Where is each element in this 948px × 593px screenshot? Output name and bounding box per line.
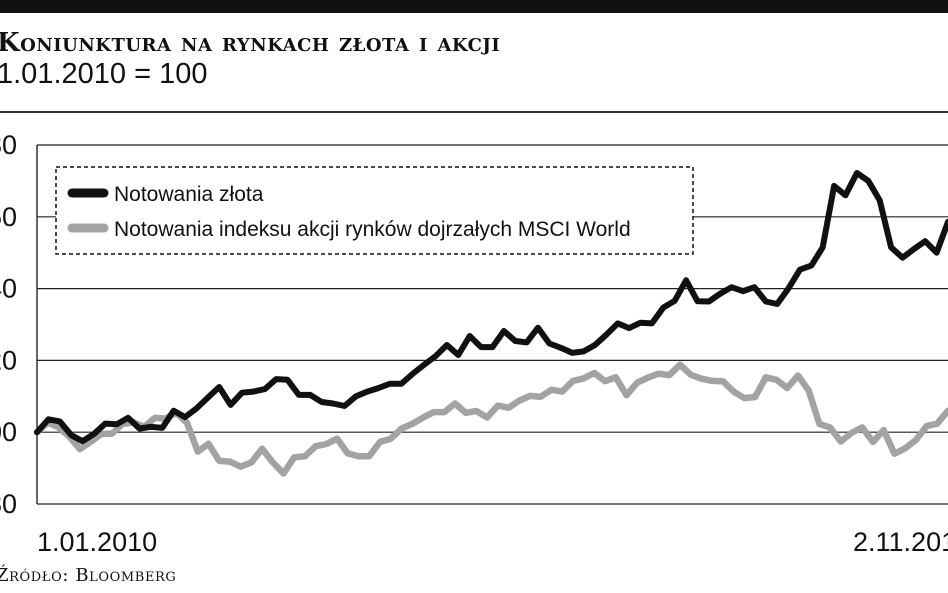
x-tick-label-1: 2.11.2010 [853,527,948,557]
y-tick-labels: 80 100 120 140 160 180 [0,130,17,519]
chart-subtitle: 1.01.2010 = 100 [0,58,208,90]
legend: Notowania złota Notowania indeksu akcji … [55,166,694,255]
series-line-msci [33,361,948,477]
y-tick-label-140: 140 [0,274,17,304]
chart-svg: 80 100 120 140 160 180 1.01.2010 2.11.2010 Not… [0,130,948,557]
y-tick-label-100: 100 [0,417,17,447]
legend-label-gold: Notowania złota [114,183,264,206]
legend-label-msci: Notowania indeksu akcji rynków dojrzałyc… [114,218,631,241]
header-divider [0,111,948,113]
source-note: Źródło: Bloomberg [0,565,177,586]
series-line-gold [34,170,948,445]
top-bar [0,0,948,13]
chart-title: Koniunktura na rynkach złota i akcji [0,28,501,58]
y-tick-label-160: 160 [0,202,17,232]
x-tick-label-0: 1.01.2010 [37,527,157,557]
legend-box [55,166,694,255]
y-tick-label-180: 180 [0,130,17,160]
x-tick-labels: 1.01.2010 2.11.2010 [37,527,948,557]
y-tick-label-120: 120 [0,345,17,375]
y-tick-label-80: 80 [0,489,17,519]
series-lines [33,170,948,477]
